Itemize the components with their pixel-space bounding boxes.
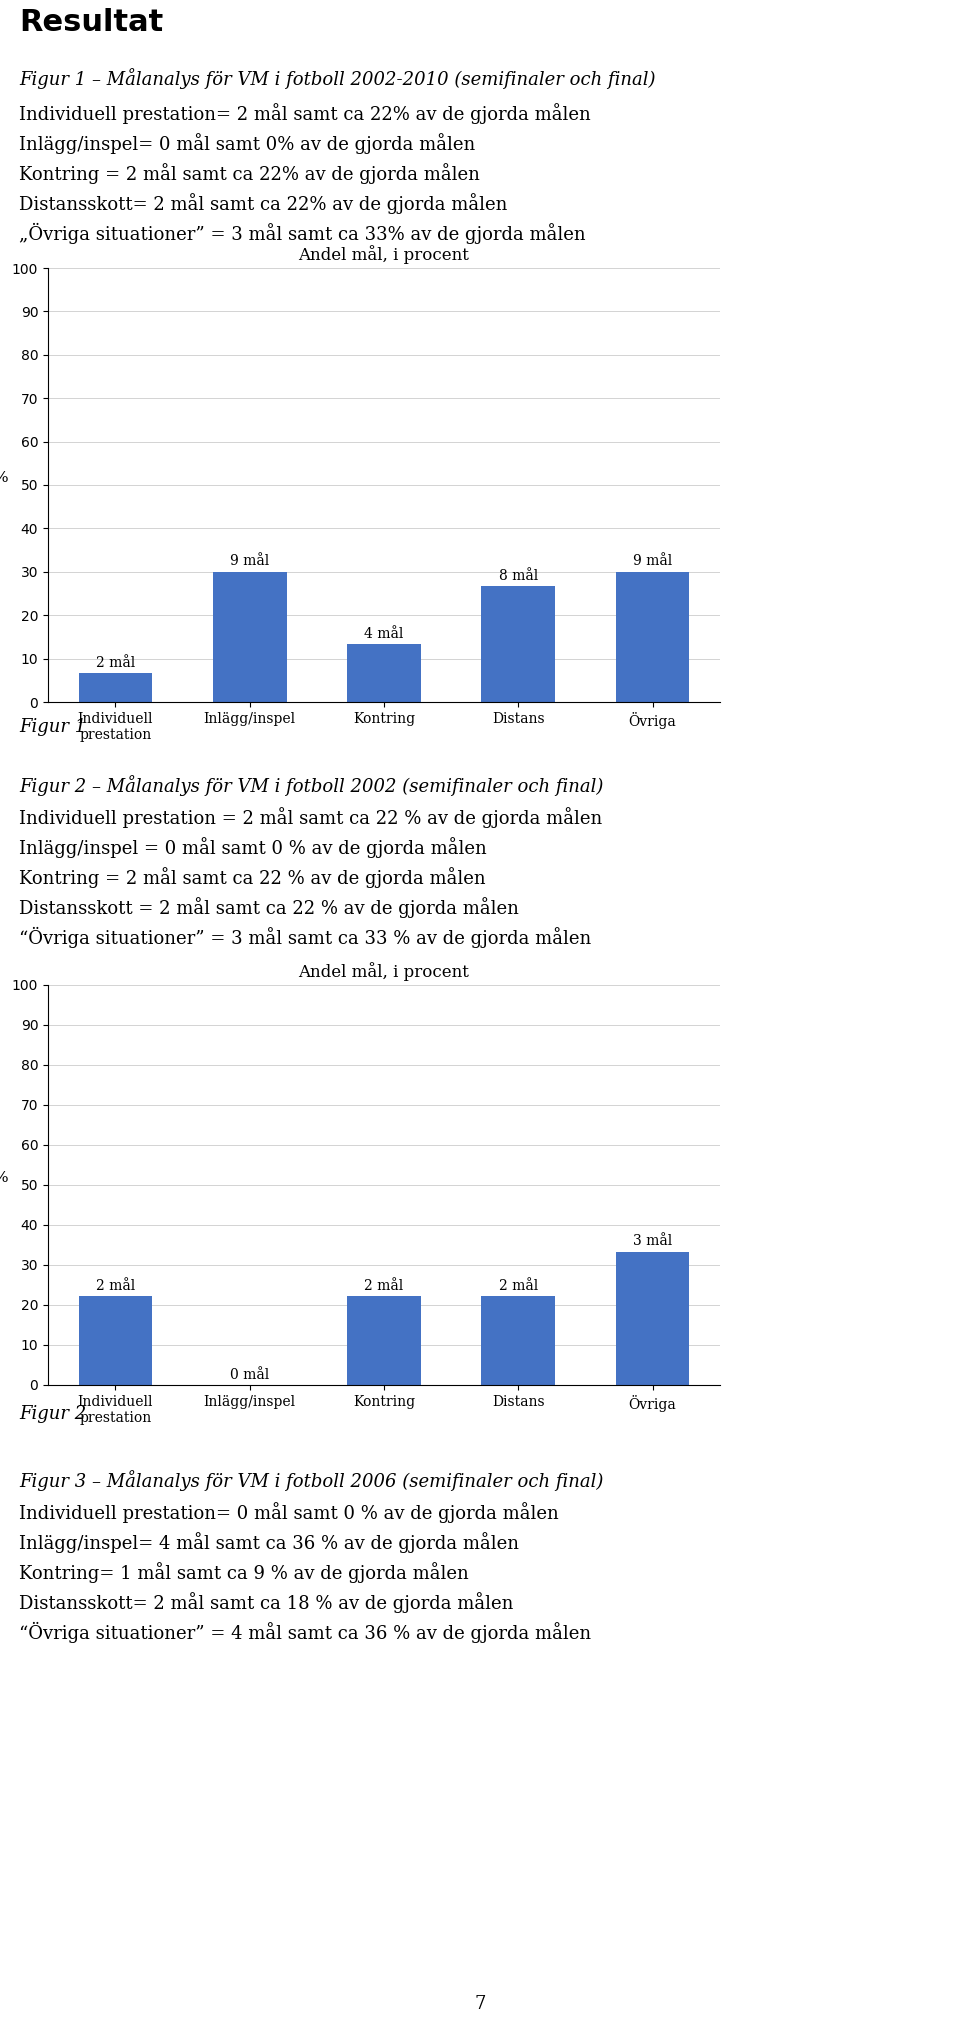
Text: Distansskott= 2 mål samt ca 18 % av de gjorda målen: Distansskott= 2 mål samt ca 18 % av de g… xyxy=(19,1591,514,1613)
Text: Distansskott = 2 mål samt ca 22 % av de gjorda målen: Distansskott = 2 mål samt ca 22 % av de … xyxy=(19,898,519,918)
Bar xyxy=(348,645,420,701)
Title: Andel mål, i procent: Andel mål, i procent xyxy=(299,961,469,981)
Text: 0 mål: 0 mål xyxy=(230,1368,270,1382)
Text: “Övriga situationer” = 3 mål samt ca 33 % av de gjorda målen: “Övriga situationer” = 3 mål samt ca 33 … xyxy=(19,926,591,949)
Text: Figur 2: Figur 2 xyxy=(19,1405,86,1423)
Text: „Övriga situationer” = 3 mål samt ca 33% av de gjorda målen: „Övriga situationer” = 3 mål samt ca 33%… xyxy=(19,223,586,243)
Text: Figur 2 – Målanalys för VM i fotboll 2002 (semifinaler och final): Figur 2 – Målanalys för VM i fotboll 200… xyxy=(19,774,604,797)
Text: 9 mål: 9 mål xyxy=(230,553,270,568)
Text: Kontring= 1 mål samt ca 9 % av de gjorda målen: Kontring= 1 mål samt ca 9 % av de gjorda… xyxy=(19,1563,468,1583)
Bar xyxy=(481,586,555,701)
Text: Individuell prestation= 0 mål samt 0 % av de gjorda målen: Individuell prestation= 0 mål samt 0 % a… xyxy=(19,1502,559,1522)
Y-axis label: %: % xyxy=(0,1172,8,1186)
Bar xyxy=(348,1295,420,1384)
Text: 2 mål: 2 mål xyxy=(96,1279,135,1293)
Y-axis label: %: % xyxy=(0,470,8,484)
Bar xyxy=(213,572,287,701)
Text: Inlägg/inspel= 0 mål samt 0% av de gjorda målen: Inlägg/inspel= 0 mål samt 0% av de gjord… xyxy=(19,134,475,154)
Bar xyxy=(79,1295,153,1384)
Bar xyxy=(481,1295,555,1384)
Text: Distansskott= 2 mål samt ca 22% av de gjorda målen: Distansskott= 2 mål samt ca 22% av de gj… xyxy=(19,193,508,215)
Text: Individuell prestation = 2 mål samt ca 22 % av de gjorda målen: Individuell prestation = 2 mål samt ca 2… xyxy=(19,807,603,827)
Text: 7: 7 xyxy=(474,1995,486,2013)
Text: 9 mål: 9 mål xyxy=(633,553,672,568)
Title: Andel mål, i procent: Andel mål, i procent xyxy=(299,245,469,264)
Text: Kontring = 2 mål samt ca 22% av de gjorda målen: Kontring = 2 mål samt ca 22% av de gjord… xyxy=(19,162,480,184)
Text: 2 mål: 2 mål xyxy=(498,1279,538,1293)
Text: Individuell prestation= 2 mål samt ca 22% av de gjorda målen: Individuell prestation= 2 mål samt ca 22… xyxy=(19,103,591,124)
Bar xyxy=(615,1253,689,1384)
Text: Inlägg/inspel = 0 mål samt 0 % av de gjorda målen: Inlägg/inspel = 0 mål samt 0 % av de gjo… xyxy=(19,837,487,857)
Text: “Övriga situationer” = 4 mål samt ca 36 % av de gjorda målen: “Övriga situationer” = 4 mål samt ca 36 … xyxy=(19,1622,591,1644)
Text: Figur 1 – Målanalys för VM i fotboll 2002-2010 (semifinaler och final): Figur 1 – Målanalys för VM i fotboll 200… xyxy=(19,69,656,89)
Text: 3 mål: 3 mål xyxy=(633,1234,672,1249)
Text: Resultat: Resultat xyxy=(19,8,163,36)
Text: Kontring = 2 mål samt ca 22 % av de gjorda målen: Kontring = 2 mål samt ca 22 % av de gjor… xyxy=(19,868,486,888)
Text: 8 mål: 8 mål xyxy=(498,570,538,584)
Text: 4 mål: 4 mål xyxy=(364,626,404,641)
Text: Figur 3 – Målanalys för VM i fotboll 2006 (semifinaler och final): Figur 3 – Målanalys för VM i fotboll 200… xyxy=(19,1470,604,1492)
Bar xyxy=(615,572,689,701)
Text: Figur 1: Figur 1 xyxy=(19,718,86,736)
Text: 2 mål: 2 mål xyxy=(365,1279,403,1293)
Text: 2 mål: 2 mål xyxy=(96,655,135,669)
Text: Inlägg/inspel= 4 mål samt ca 36 % av de gjorda målen: Inlägg/inspel= 4 mål samt ca 36 % av de … xyxy=(19,1532,519,1553)
Bar xyxy=(79,673,153,701)
